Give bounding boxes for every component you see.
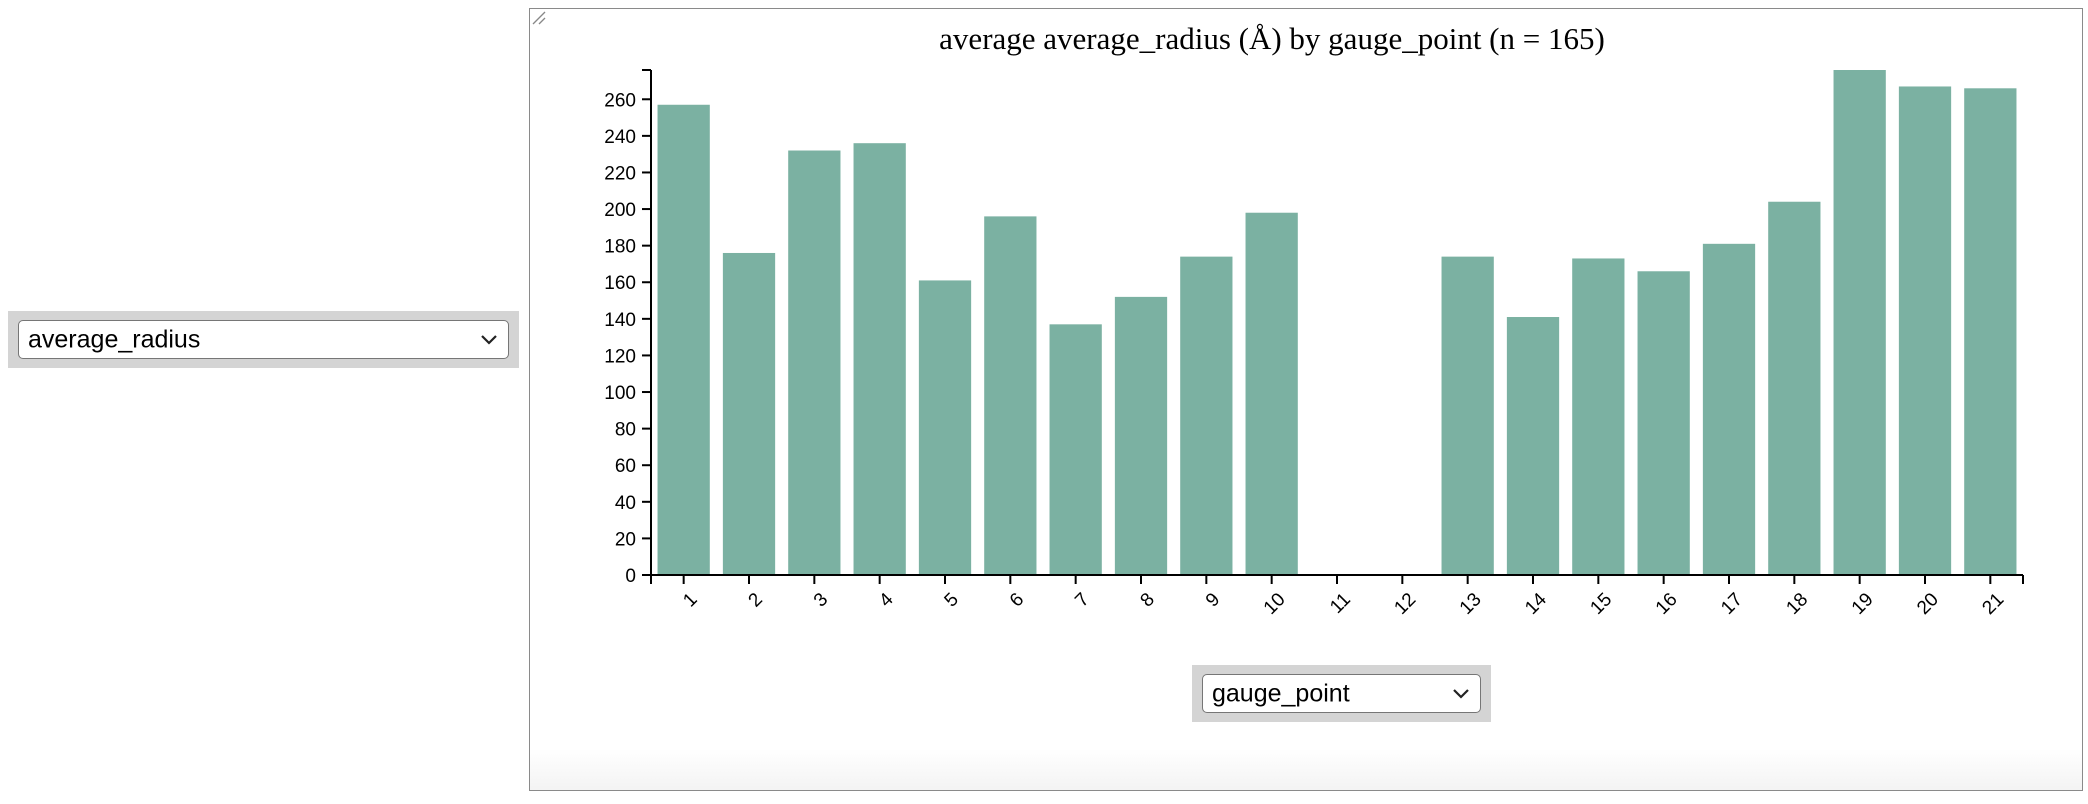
bar-3[interactable]	[788, 150, 841, 575]
chevron-down-icon	[1453, 688, 1469, 699]
y-tick-label: 260	[604, 90, 636, 111]
x-variable-select-wrapper: gauge_point	[1192, 665, 1491, 722]
bar-4[interactable]	[853, 143, 906, 575]
bar-21[interactable]	[1964, 88, 2017, 576]
x-tick-label: 3	[810, 589, 832, 611]
y-tick-label: 240	[604, 127, 636, 148]
bar-19[interactable]	[1833, 70, 1886, 575]
x-tick-label: 20	[1913, 589, 1943, 619]
bars-group	[657, 70, 2017, 576]
y-tick-label: 20	[615, 529, 636, 550]
x-variable-select[interactable]: gauge_point	[1202, 674, 1481, 713]
bar-2[interactable]	[722, 252, 776, 575]
chart-title: average average_radius (Å) by gauge_poin…	[939, 21, 1605, 56]
x-tick-label: 9	[1202, 589, 1224, 611]
x-tick-label: 15	[1586, 589, 1616, 619]
y-axis: 0 20 40 60 80 100 120 140 160 180 200 220 240 260	[604, 69, 652, 587]
y-variable-select-value: average_radius	[28, 325, 201, 353]
x-tick-label: 6	[1006, 589, 1028, 611]
x-tick-label: 21	[1978, 589, 2008, 619]
bar-7[interactable]	[1049, 324, 1102, 575]
x-tick-label: 11	[1326, 589, 1355, 618]
bar-5[interactable]	[918, 280, 972, 575]
x-tick-label: 12	[1390, 589, 1420, 619]
y-variable-select-wrapper: average_radius	[8, 311, 519, 368]
y-variable-select[interactable]: average_radius	[18, 320, 509, 359]
x-tick-label: 7	[1071, 589, 1093, 611]
chart-panel: average average_radius (Å) by gauge_poin…	[529, 8, 2083, 791]
bar-10[interactable]	[1245, 212, 1298, 575]
bar-8[interactable]	[1114, 296, 1168, 575]
y-tick-label: 40	[615, 493, 636, 514]
x-tick-label: 4	[875, 589, 898, 612]
x-tick-label: 17	[1717, 589, 1747, 619]
x-tick-label: 19	[1848, 589, 1878, 619]
x-tick-label: 14	[1521, 589, 1551, 619]
x-variable-select-value: gauge_point	[1212, 679, 1350, 707]
y-tick-label: 180	[604, 237, 636, 258]
bar-6[interactable]	[984, 216, 1037, 575]
y-tick-label: 140	[604, 310, 636, 331]
x-tick-label: 16	[1652, 589, 1682, 619]
x-axis: 1 2 3 4 5 6 7 8 9 10 11 12 13 14 15 16 17 18 19 20 21	[650, 574, 2024, 619]
y-tick-label: 120	[604, 346, 636, 367]
bar-16[interactable]	[1637, 271, 1690, 575]
y-tick-label: 220	[604, 163, 636, 184]
bar-18[interactable]	[1768, 201, 1821, 576]
y-tick-label: 80	[615, 420, 636, 441]
x-tick-label: 5	[941, 589, 963, 611]
bar-15[interactable]	[1572, 258, 1625, 575]
x-tick-label: 10	[1260, 589, 1290, 619]
x-tick-label: 8	[1137, 589, 1159, 611]
bar-20[interactable]	[1898, 86, 1952, 575]
x-tick-label: 13	[1456, 589, 1486, 619]
bar-1[interactable]	[657, 104, 710, 575]
y-tick-label: 0	[625, 566, 636, 587]
y-tick-label: 60	[615, 456, 636, 477]
bar-14[interactable]	[1506, 317, 1560, 575]
bar-9[interactable]	[1180, 256, 1233, 575]
y-tick-label: 160	[604, 273, 636, 294]
x-tick-label: 1	[679, 589, 701, 611]
bar-chart: average average_radius (Å) by gauge_poin…	[604, 21, 2024, 619]
x-tick-label: 2	[745, 589, 767, 611]
y-tick-label: 100	[604, 383, 636, 404]
y-tick-label: 200	[604, 200, 636, 221]
bar-17[interactable]	[1702, 243, 1756, 575]
x-tick-label: 18	[1782, 589, 1812, 619]
resize-grip-icon[interactable]	[530, 9, 546, 25]
chevron-down-icon	[481, 334, 497, 345]
bar-13[interactable]	[1441, 256, 1494, 575]
